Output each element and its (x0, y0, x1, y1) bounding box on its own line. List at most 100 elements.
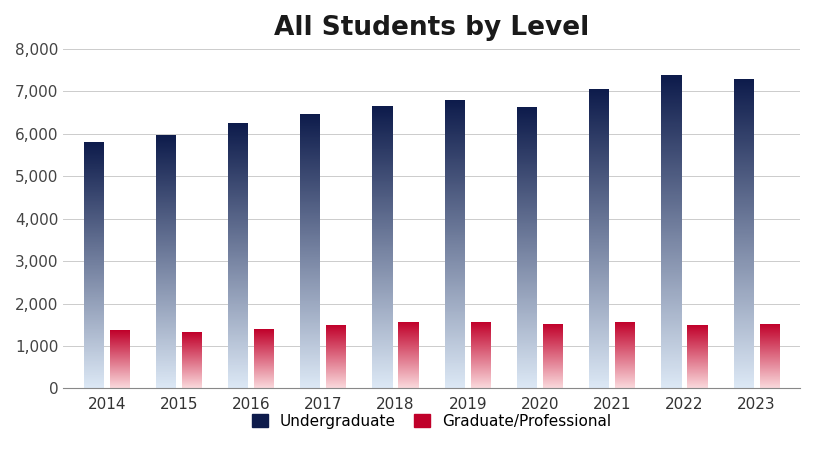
Bar (300, 116, 320, 117)
Bar (300, 136, 320, 137)
Bar (372, 285, 393, 286)
Bar (734, 84, 754, 85)
Bar (228, 172, 249, 173)
Bar (445, 135, 465, 136)
Bar (84, 289, 104, 290)
Bar (589, 158, 610, 159)
Bar (445, 271, 465, 272)
Bar (372, 383, 393, 384)
Bar (517, 265, 537, 266)
Bar (372, 362, 393, 363)
Bar (300, 350, 320, 351)
Bar (517, 288, 537, 289)
Bar (589, 350, 610, 351)
Bar (589, 146, 610, 147)
Bar (84, 270, 104, 271)
Bar (372, 319, 393, 320)
Bar (156, 167, 176, 168)
Bar (589, 202, 610, 203)
Bar (84, 208, 104, 209)
Bar (372, 334, 393, 335)
Bar (589, 237, 610, 238)
Bar (156, 219, 176, 220)
Bar (84, 170, 104, 171)
Bar (589, 235, 610, 236)
Bar (661, 305, 681, 306)
Bar (300, 376, 320, 377)
Bar (589, 175, 610, 176)
Bar (661, 260, 681, 261)
Bar (228, 169, 249, 170)
Bar (228, 261, 249, 262)
Bar (589, 136, 610, 137)
Bar (517, 145, 537, 146)
Bar (661, 175, 681, 176)
Bar (372, 235, 393, 236)
Bar (372, 180, 393, 181)
Bar (372, 162, 393, 163)
Bar (661, 304, 681, 305)
Bar (372, 151, 393, 152)
Bar (445, 167, 465, 168)
Bar (661, 130, 681, 131)
Bar (156, 153, 176, 154)
Bar (589, 210, 610, 211)
Bar (445, 357, 465, 358)
Bar (156, 300, 176, 301)
Bar (228, 138, 249, 139)
Bar (228, 309, 249, 310)
Bar (300, 139, 320, 140)
Bar (734, 124, 754, 125)
Bar (445, 184, 465, 185)
Bar (228, 133, 249, 134)
Bar (589, 222, 610, 223)
Bar (300, 265, 320, 266)
Bar (156, 285, 176, 286)
Bar (734, 323, 754, 324)
Bar (156, 170, 176, 171)
Bar (300, 236, 320, 237)
Bar (156, 242, 176, 243)
Bar (517, 111, 537, 112)
Bar (372, 253, 393, 254)
Bar (517, 130, 537, 131)
Bar (661, 253, 681, 254)
Bar (661, 345, 681, 346)
Bar (228, 285, 249, 286)
Bar (156, 226, 176, 227)
Bar (372, 275, 393, 277)
Bar (661, 341, 681, 342)
Bar (156, 315, 176, 316)
Bar (445, 382, 465, 383)
Bar (445, 131, 465, 132)
Bar (228, 380, 249, 381)
Bar (589, 288, 610, 289)
Bar (300, 316, 320, 317)
Bar (445, 223, 465, 224)
Bar (84, 346, 104, 347)
Bar (228, 273, 249, 274)
Bar (734, 85, 754, 86)
Bar (734, 153, 754, 154)
Bar (734, 222, 754, 223)
Bar (300, 122, 320, 123)
Bar (300, 165, 320, 166)
Bar (156, 364, 176, 365)
Bar (84, 327, 104, 328)
Bar (734, 189, 754, 190)
Bar (589, 232, 610, 233)
Bar (445, 229, 465, 230)
Bar (517, 240, 537, 241)
Bar (661, 321, 681, 322)
Bar (156, 250, 176, 251)
Bar (300, 383, 320, 384)
Bar (517, 363, 537, 364)
Bar (300, 323, 320, 324)
Bar (661, 298, 681, 299)
Bar (517, 199, 537, 200)
Bar (445, 183, 465, 184)
Bar (589, 285, 610, 286)
Bar (445, 266, 465, 267)
Bar (589, 371, 610, 372)
Bar (156, 352, 176, 353)
